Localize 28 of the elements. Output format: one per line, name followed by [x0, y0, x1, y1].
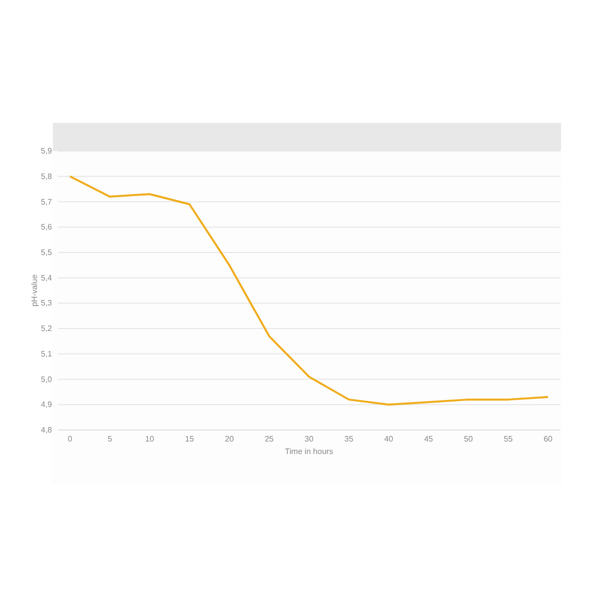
- x-tick-label: 25: [264, 434, 274, 444]
- x-tick-label: 5: [108, 434, 113, 444]
- x-tick-label: 15: [185, 434, 194, 444]
- y-tick-label: 5,4: [40, 273, 53, 282]
- x-tick-label: 45: [424, 434, 434, 444]
- x-tick-label: 20: [224, 434, 234, 444]
- x-tick-label: 10: [145, 434, 155, 444]
- x-tick-label: 40: [384, 434, 394, 444]
- y-tick-label: 5,8: [40, 172, 53, 181]
- y-tick-label: 5,0: [40, 374, 53, 384]
- y-tick-label: 5,2: [40, 324, 53, 334]
- y-tick-label: 4,8: [40, 426, 53, 435]
- y-tick-label: 5,9: [40, 146, 53, 156]
- x-tick-label: 55: [504, 434, 514, 444]
- y-tick-label: 4,9: [40, 400, 53, 410]
- x-tick-label: 60: [544, 434, 554, 444]
- x-axis-title: Time in hours: [284, 447, 334, 456]
- y-tick-label: 5,6: [40, 222, 53, 232]
- x-tick-label: 30: [304, 434, 314, 444]
- y-axis-title: pH-value: [30, 274, 39, 307]
- y-tick-label: 5,1: [40, 349, 53, 358]
- x-tick-label: 0: [68, 434, 73, 444]
- y-tick-label: 5,3: [40, 298, 53, 308]
- y-tick-label: 5,7: [40, 197, 53, 206]
- y-tick-label: 5,5: [40, 248, 53, 258]
- x-tick-label: 35: [344, 434, 354, 444]
- x-tick-label: 50: [464, 434, 474, 444]
- line-series: [68, 175, 550, 406]
